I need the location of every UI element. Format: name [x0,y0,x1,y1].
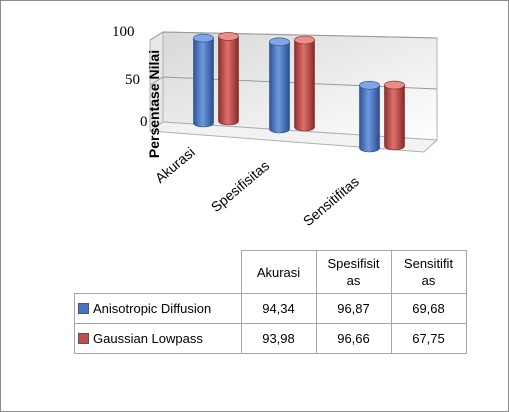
table-row: Anisotropic Diffusion 94,34 96,87 69,68 [74,293,467,324]
data-label: 96,87 [315,293,392,324]
gridline-50 [149,76,438,90]
bar-sensitifitas-gaussian [384,80,405,151]
table-header-spesifisitas: Spesifisit as [315,250,392,294]
legend-gaussian-lowpass: Gaussian Lowpass [74,323,242,354]
data-label: 96,66 [315,323,392,354]
y-tick-100: 100 [112,24,135,40]
table-corner [74,250,242,294]
data-label: 69,68 [390,293,467,324]
y-tick-0: 0 [140,114,148,130]
data-table: Akurasi Spesifisit as Sensitifit as Anis… [74,250,467,354]
y-axis-title: Persentase Nilai [146,49,162,159]
bar-akurasi-anisotropic [193,33,214,128]
table-row: Gaussian Lowpass 93,98 96,66 67,75 [74,323,467,354]
bar-spesifisitas-anisotropic [269,37,290,134]
gridline-100 [149,31,438,41]
bar-spesifisitas-gaussian [294,35,315,132]
legend-anisotropic-diffusion: Anisotropic Diffusion [74,293,242,324]
table-header-row: Akurasi Spesifisit as Sensitifit as [74,250,467,294]
data-label: 93,98 [240,323,317,354]
table-header-sensitifitas: Sensitifit as [390,250,467,294]
data-label: 94,34 [240,293,317,324]
data-label: 67,75 [390,323,467,354]
y-tick-50: 50 [125,72,140,88]
legend-swatch-red [78,333,89,344]
bar-sensitifitas-anisotropic [359,80,380,153]
bar-akurasi-gaussian [218,32,239,126]
legend-swatch-blue [78,303,89,314]
table-header-akurasi: Akurasi [240,250,317,294]
